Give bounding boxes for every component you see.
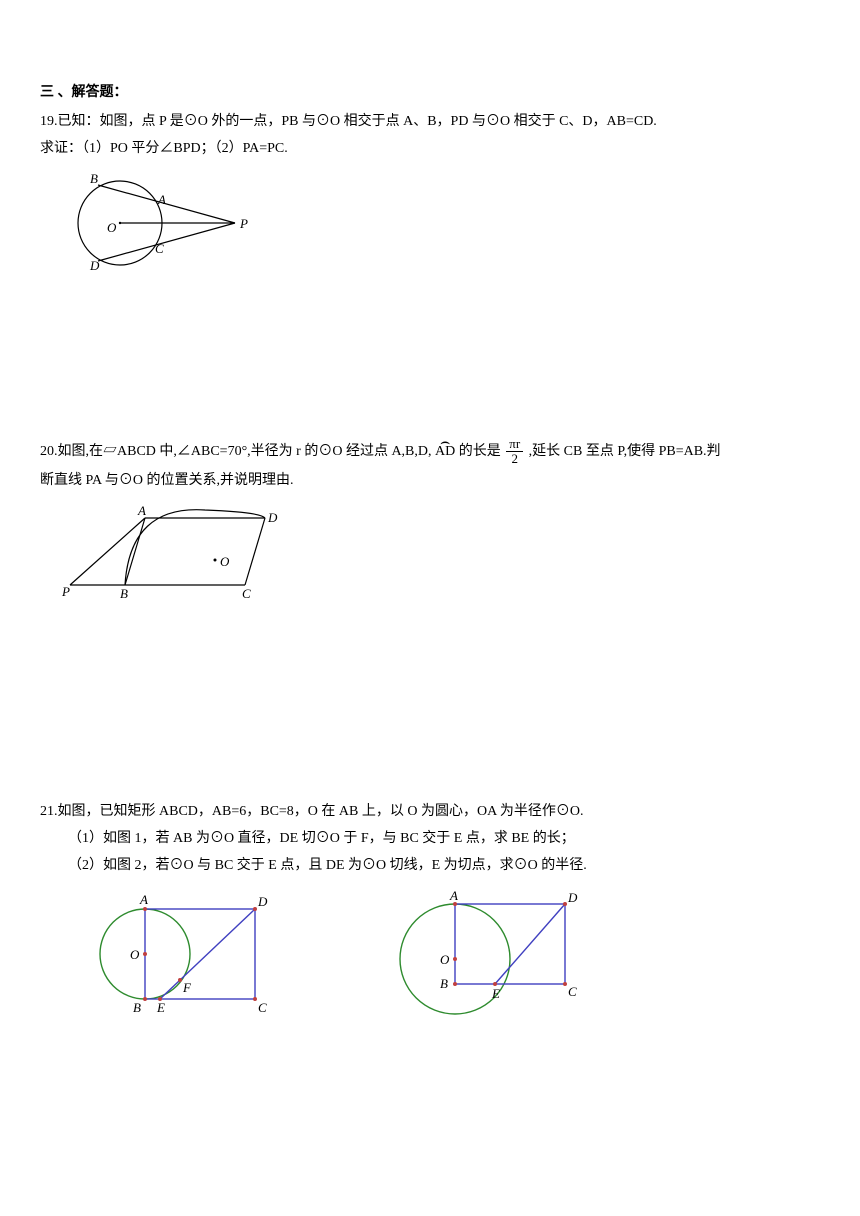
p20-label-A: A <box>137 503 146 518</box>
p19-svg: B A O P C D <box>60 168 260 278</box>
p19-line2: 求证：（1）PO 平分∠BPD；（2）PA=PC. <box>40 136 820 161</box>
arc-AD: AD <box>435 439 455 464</box>
p20-label-P: P <box>61 584 70 599</box>
p21-svg1: A D O B E C F <box>70 884 270 1034</box>
p21d1-E: E <box>156 1000 165 1015</box>
p19-label-A: A <box>157 192 166 207</box>
p21-svg2: A D O B E C <box>380 884 580 1034</box>
problem-19: 19.已知：如图，点 P 是⊙O 外的一点，PB 与⊙O 相交于点 A、B，PD… <box>40 109 820 287</box>
p20-suffix: ,延长 CB 至点 P,使得 PB=AB.判 <box>529 444 721 459</box>
p20-label-D: D <box>267 510 278 525</box>
p21d2-C: C <box>568 984 577 999</box>
p19-line1: 19.已知：如图，点 P 是⊙O 外的一点，PB 与⊙O 相交于点 A、B，PD… <box>40 109 820 134</box>
p20-label-O: O <box>220 554 230 569</box>
p19-label-O: O <box>107 220 117 235</box>
p21d2-D: D <box>567 890 578 905</box>
p19-diagram: B A O P C D <box>60 168 820 287</box>
p21-diagrams: A D O B E C F A D O B <box>70 884 820 1034</box>
frac-num: πr <box>506 437 523 452</box>
frac-den: 2 <box>508 452 521 466</box>
p21d1-O: O <box>130 947 140 962</box>
p21d2-O: O <box>440 952 450 967</box>
p20-line2: 断直线 PA 与⊙O 的位置关系,并说明理由. <box>40 468 820 493</box>
spacer-2 <box>40 619 820 799</box>
p20-prefix: 20.如图,在▱ABCD 中,∠ABC=70°,半径为 r 的⊙O 经过点 A,… <box>40 444 432 459</box>
p20-label-B: B <box>120 586 128 600</box>
p21d2-B: B <box>440 976 448 991</box>
p20-line1: 20.如图,在▱ABCD 中,∠ABC=70°,半径为 r 的⊙O 经过点 A,… <box>40 437 820 467</box>
spacer-1 <box>40 297 820 437</box>
p21d1-D: D <box>257 894 268 909</box>
p20-svg: A D O P B C <box>60 500 290 600</box>
p21d1-B: B <box>133 1000 141 1015</box>
p21-sub1: （1）如图 1，若 AB 为⊙O 直径，DE 切⊙O 于 F，与 BC 交于 E… <box>68 826 820 851</box>
p21-line1: 21.如图，已知矩形 ABCD，AB=6，BC=8，O 在 AB 上，以 O 为… <box>40 799 820 824</box>
fraction-pir2: πr 2 <box>506 437 523 467</box>
p21d1-F: F <box>182 980 192 995</box>
p21d1-C: C <box>258 1000 267 1015</box>
problem-20: 20.如图,在▱ABCD 中,∠ABC=70°,半径为 r 的⊙O 经过点 A,… <box>40 437 820 609</box>
p21d2-E: E <box>491 986 500 1001</box>
p21d1-A: A <box>139 892 148 907</box>
p19-label-P: P <box>239 216 248 231</box>
p20-diagram: A D O P B C <box>60 500 820 609</box>
p19-label-D: D <box>89 258 100 273</box>
p19-label-B: B <box>90 171 98 186</box>
p20-mid: 的长是 <box>459 444 501 459</box>
p20-label-C: C <box>242 586 251 600</box>
p21-sub2: （2）如图 2，若⊙O 与 BC 交于 E 点，且 DE 为⊙O 切线，E 为切… <box>68 853 820 878</box>
p21d2-A: A <box>449 888 458 903</box>
section-header: 三 、解答题： <box>40 80 820 105</box>
p19-label-C: C <box>155 241 164 256</box>
problem-21: 21.如图，已知矩形 ABCD，AB=6，BC=8，O 在 AB 上，以 O 为… <box>40 799 820 1035</box>
